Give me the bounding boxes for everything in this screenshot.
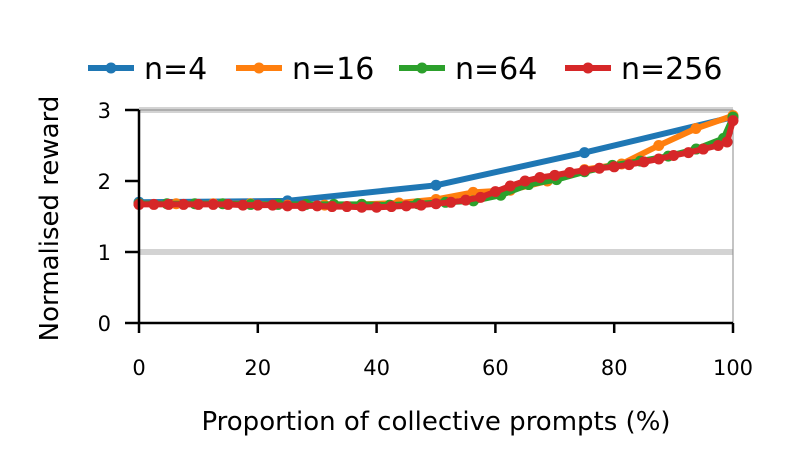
y-tick-label: 2 <box>98 170 111 194</box>
legend-marker <box>105 62 117 74</box>
x-tick-label: 100 <box>713 356 753 380</box>
data-point <box>296 200 308 212</box>
legend-label: n=256 <box>621 52 722 87</box>
legend-item: n=4 <box>88 52 207 87</box>
legend-label: n=4 <box>144 52 207 87</box>
data-point <box>721 136 733 148</box>
data-point <box>690 122 702 134</box>
legend-label: n=64 <box>455 52 537 87</box>
data-point <box>267 199 279 211</box>
data-point <box>400 200 412 212</box>
data-point <box>623 159 635 171</box>
y-axis-label: Normalised reward <box>35 96 65 342</box>
data-point <box>475 191 487 203</box>
series-layer <box>133 110 739 213</box>
plot-frame <box>138 109 734 324</box>
data-point <box>371 201 383 213</box>
data-point <box>356 201 368 213</box>
data-point <box>653 153 665 165</box>
x-tick-label: 20 <box>244 356 271 380</box>
data-point <box>668 149 680 161</box>
y-tick-label: 1 <box>98 241 111 265</box>
data-point <box>385 201 397 213</box>
data-point <box>519 175 531 187</box>
data-point <box>415 199 427 211</box>
data-point <box>489 186 501 198</box>
data-point <box>252 199 264 211</box>
data-point <box>564 166 576 178</box>
series-n=256 <box>133 115 739 213</box>
data-point <box>163 198 175 210</box>
x-tick-label: 0 <box>132 356 145 380</box>
data-point <box>430 198 442 210</box>
data-point <box>608 161 620 173</box>
legend-item: n=64 <box>399 52 537 87</box>
legend-label: n=16 <box>292 52 374 87</box>
data-point <box>311 200 323 212</box>
legend-marker <box>416 62 428 74</box>
data-point <box>178 198 190 210</box>
data-point <box>712 140 724 151</box>
data-point <box>445 196 457 208</box>
x-tick-label: 60 <box>482 356 509 380</box>
data-point <box>593 162 605 174</box>
data-point <box>460 194 472 206</box>
y-tick-label: 0 <box>98 312 111 336</box>
data-point <box>638 156 650 168</box>
data-point <box>341 201 353 213</box>
x-tick-label: 40 <box>363 356 390 380</box>
legend-item: n=256 <box>565 52 722 87</box>
data-point <box>222 198 234 210</box>
axes: 0 20 40 60 80 100 0 1 2 3 <box>98 99 753 380</box>
data-point <box>504 180 516 192</box>
legend-marker <box>582 62 594 74</box>
data-point <box>237 199 249 211</box>
x-axis-label: Proportion of collective prompts (%) <box>201 407 670 437</box>
data-point <box>326 201 338 213</box>
y-tick-label: 3 <box>98 99 111 123</box>
data-point <box>579 147 590 159</box>
data-point <box>207 198 219 210</box>
legend: n=4 n=16 n=64 n=256 <box>88 52 722 87</box>
legend-item: n=16 <box>236 52 374 87</box>
data-point <box>653 140 665 151</box>
data-point <box>579 164 590 176</box>
data-point <box>192 198 204 210</box>
data-point <box>148 198 160 210</box>
data-point <box>534 171 546 183</box>
data-point <box>549 169 561 181</box>
legend-marker <box>253 62 265 74</box>
data-point <box>282 200 293 212</box>
data-point <box>430 179 442 191</box>
data-point <box>682 147 694 159</box>
data-point <box>697 143 709 155</box>
data-point <box>727 115 739 127</box>
x-tick-label: 80 <box>601 356 628 380</box>
